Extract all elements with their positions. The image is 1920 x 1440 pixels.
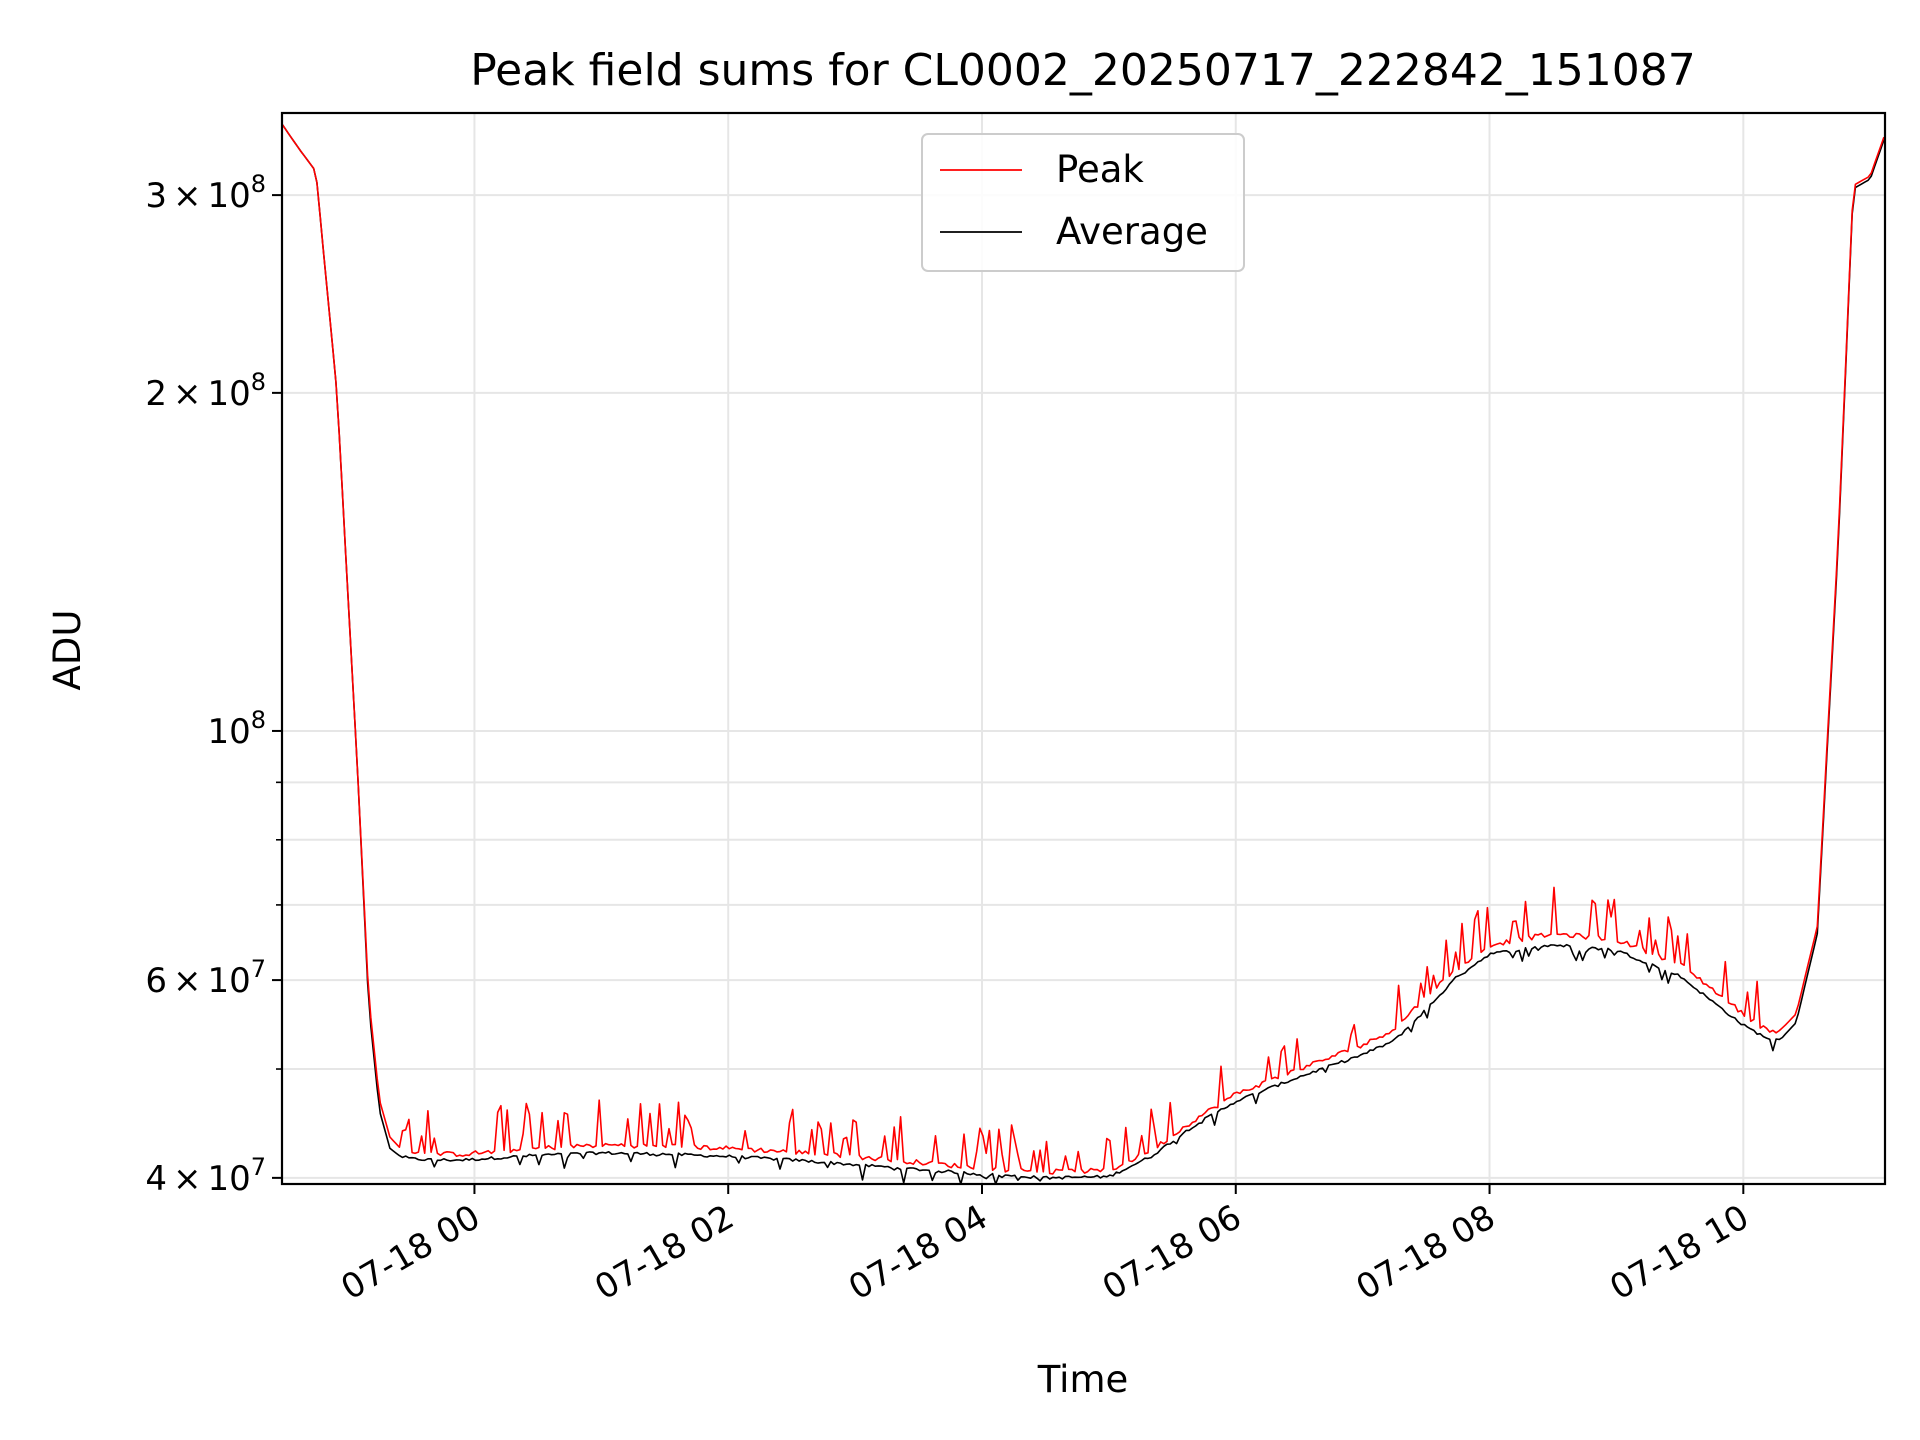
y-tick-base: 10 (207, 1159, 250, 1199)
y-tick-base: 10 (207, 374, 250, 414)
series-line-peak (281, 123, 1885, 1175)
y-tick-label: 108 (207, 706, 266, 752)
y-tick-exponent: 8 (251, 706, 266, 734)
y-tick-exponent: 8 (251, 368, 266, 396)
y-tick-mantissa: 4 (145, 1159, 167, 1199)
series-line-average (281, 123, 1885, 1185)
plot-frame (280, 111, 1887, 1186)
y-tick-mantissa: 6 (145, 961, 167, 1001)
y-tick-exponent: 8 (251, 170, 266, 198)
legend-box (921, 133, 1245, 272)
y-tick-times: × (173, 961, 202, 1001)
y-tick-label: 3 × 108 (145, 170, 266, 216)
chart-title: Peak field sums for CL0002_20250717_2228… (470, 45, 1696, 96)
y-tick-label: 6 × 107 (145, 955, 266, 1001)
grid-layer (282, 113, 1885, 1184)
y-tick-label: 2 × 108 (145, 368, 266, 414)
x-axis-label: Time (1037, 1358, 1129, 1401)
y-tick-base: 10 (207, 961, 250, 1001)
legend: Peak Average (921, 133, 1245, 272)
series-layer (281, 123, 1885, 1185)
y-tick-base: 10 (207, 176, 250, 216)
y-axis-label: ADU (46, 610, 89, 691)
y-tick-label: 4 × 107 (145, 1153, 266, 1199)
y-tick-base: 10 (207, 712, 250, 752)
y-tick-exponent: 7 (251, 1153, 266, 1181)
legend-label-peak: Peak (1056, 148, 1144, 191)
y-tick-times: × (173, 1159, 202, 1199)
y-tick-times: × (173, 374, 202, 414)
y-tick-exponent: 7 (251, 955, 266, 983)
legend-label-average: Average (1056, 210, 1208, 253)
y-tick-times: × (173, 176, 202, 216)
y-tick-mantissa: 2 (145, 374, 167, 414)
y-tick-mantissa: 3 (145, 176, 167, 216)
